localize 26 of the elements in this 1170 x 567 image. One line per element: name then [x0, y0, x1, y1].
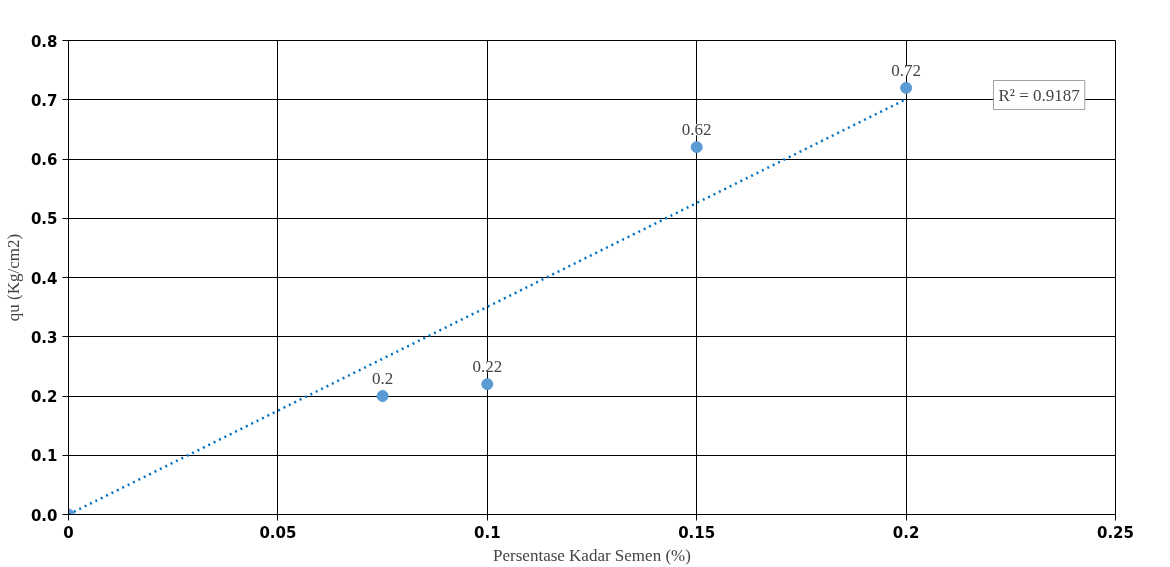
x-tick-label: 0.15 — [678, 523, 716, 542]
x-axis-title: Persentase Kadar Semen (%) — [493, 545, 691, 565]
y-tick-label: 0.2 — [30, 388, 58, 406]
y-tick-label: 0.0 — [30, 506, 58, 525]
y-tick-label: 0.4 — [30, 269, 58, 288]
y-tick-label: 0.8 — [30, 32, 58, 51]
point — [376, 390, 389, 402]
x-tick-label: 0 — [63, 523, 74, 542]
y-axis-title: qu (Kg/cm2) — [3, 233, 23, 322]
data-label: 0.62 — [681, 120, 712, 140]
x-tick-label: 0.05 — [259, 523, 297, 542]
point — [690, 141, 703, 154]
data-label: 0.72 — [891, 60, 921, 80]
data-label: 0.2 — [371, 369, 394, 388]
x-tick-label: 0.2 — [892, 523, 920, 542]
data-label: 0.22 — [472, 357, 503, 377]
y-tick-label: 0.3 — [30, 328, 58, 347]
annotation: R² = 0.9187 — [998, 85, 1081, 105]
y-tick-label: 0.7 — [30, 91, 58, 110]
point — [481, 378, 494, 391]
y-tick-label: 0.6 — [30, 151, 58, 169]
y-tick-label: 0.5 — [30, 210, 58, 229]
x-tick-label: 0.25 — [1097, 523, 1135, 542]
point — [900, 81, 913, 94]
x-tick-label: 0.1 — [474, 523, 501, 542]
y-tick-label: 0.1 — [30, 447, 58, 466]
